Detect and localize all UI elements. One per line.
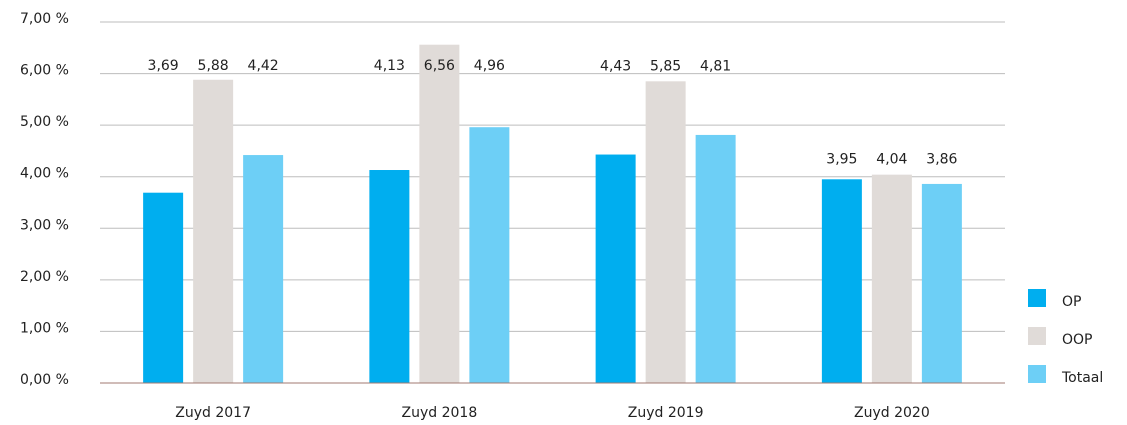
legend-swatch [1028, 327, 1046, 345]
bar [193, 79, 234, 383]
y-tick-label: 7,00 % [20, 11, 69, 27]
data-label: 3,69 [148, 58, 179, 74]
data-label: 5,85 [650, 58, 681, 74]
y-tick-label: 5,00 % [20, 114, 69, 130]
bar [469, 127, 510, 383]
bar [595, 154, 636, 383]
bar [419, 44, 460, 383]
y-tick-label: 0,00 % [20, 372, 69, 388]
x-tick-label: Zuyd 2019 [628, 405, 704, 421]
data-label: 6,56 [424, 58, 455, 74]
y-tick-label: 4,00 % [20, 166, 69, 182]
legend-swatch [1028, 289, 1046, 307]
y-tick-label: 1,00 % [20, 320, 69, 336]
x-tick-label: Zuyd 2018 [402, 405, 478, 421]
bar [143, 192, 184, 383]
bar [243, 155, 284, 383]
data-label: 3,95 [826, 152, 857, 168]
data-label: 4,81 [700, 58, 731, 74]
bar [821, 179, 862, 383]
y-tick-label: 2,00 % [20, 269, 69, 285]
x-tick-label: Zuyd 2020 [854, 405, 930, 421]
bar [921, 183, 962, 383]
legend-label: OOP [1062, 332, 1092, 348]
data-label: 5,88 [198, 58, 229, 74]
data-label: 4,96 [474, 58, 505, 74]
bar [695, 134, 736, 383]
bar [645, 81, 686, 384]
data-label: 4,04 [876, 152, 907, 168]
bar [369, 170, 410, 383]
bar [871, 174, 912, 383]
x-tick-label: Zuyd 2017 [175, 405, 251, 421]
y-tick-label: 3,00 % [20, 217, 69, 233]
data-label: 4,42 [248, 58, 279, 74]
legend-label: OP [1062, 294, 1081, 310]
data-label: 3,86 [926, 152, 957, 168]
y-tick-label: 6,00 % [20, 63, 69, 79]
legend-label: Totaal [1061, 370, 1103, 386]
data-label: 4,43 [600, 58, 631, 74]
legend-swatch [1028, 365, 1046, 383]
data-label: 4,13 [374, 58, 405, 74]
